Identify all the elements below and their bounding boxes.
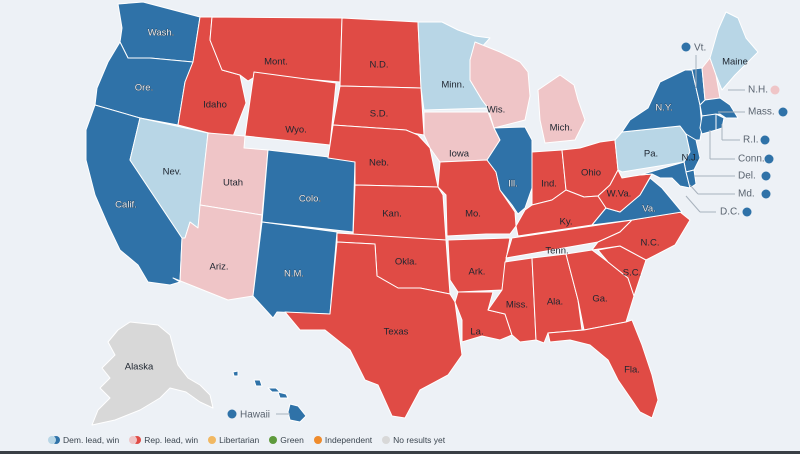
state-texas[interactable] [284, 241, 463, 419]
legend-item-independent[interactable]: Independent [313, 435, 373, 445]
legend-label: Rep. lead, win [144, 435, 199, 445]
callout-ma[interactable]: Mass. [748, 107, 788, 118]
state-washington[interactable] [117, 1, 201, 63]
state-colorado[interactable] [261, 149, 356, 233]
legend-item-dem[interactable]: Dem. lead, win [48, 435, 119, 445]
state-hawaii[interactable] [232, 370, 307, 423]
callout-lines [276, 55, 745, 415]
state-iowa[interactable] [423, 111, 501, 163]
state-delaware[interactable] [685, 169, 697, 189]
libertarian-swatch-icon [208, 436, 217, 444]
callout-hi[interactable]: Hawaii [227, 409, 271, 421]
legend-item-rep[interactable]: Rep. lead, win [129, 435, 198, 445]
callout-ri[interactable]: R.I. [743, 135, 770, 146]
svg-text:Mass.: Mass. [748, 107, 775, 118]
state-michigan[interactable] [537, 74, 586, 144]
svg-text:Conn.: Conn. [738, 154, 765, 165]
legend-label: Independent [324, 435, 373, 445]
state-maine[interactable] [709, 11, 759, 91]
callout-vt[interactable]: Vt. [681, 42, 707, 54]
independent-swatch-icon [313, 436, 322, 444]
state-illinois[interactable] [486, 126, 533, 215]
svg-text:Hawaii: Hawaii [240, 410, 270, 421]
bottom-edge [0, 451, 800, 454]
state-north-carolina[interactable] [591, 211, 691, 261]
legend-label: No results yet [393, 435, 446, 445]
state-kansas[interactable] [352, 184, 447, 241]
callout-nh[interactable]: N.H. [748, 85, 780, 96]
legend-item-libertarian[interactable]: Libertarian [208, 435, 259, 445]
legend-label: Dem. lead, win [63, 435, 120, 445]
legend-label: Green [280, 435, 304, 445]
dem-swatch-icon [48, 436, 60, 444]
legend-item-green[interactable]: Green [269, 435, 304, 445]
state-connecticut[interactable] [699, 113, 717, 135]
state-alaska[interactable] [91, 321, 214, 426]
state-utah[interactable] [199, 132, 269, 216]
svg-text:D.C.: D.C. [720, 207, 740, 218]
svg-text:Vt.: Vt. [694, 43, 706, 54]
state-new-hampshire[interactable] [701, 57, 721, 101]
state-arkansas[interactable] [447, 237, 511, 293]
legend-label: Libertarian [219, 435, 260, 445]
state-wisconsin[interactable] [469, 41, 531, 129]
state-new-mexico[interactable] [252, 221, 338, 319]
svg-text:R.I.: R.I. [743, 135, 759, 146]
state-florida[interactable] [547, 319, 659, 419]
callout-dc[interactable]: D.C. [720, 207, 752, 218]
state-wyoming[interactable] [244, 71, 337, 146]
no-results-swatch-icon [382, 436, 391, 444]
callout-de[interactable]: Del. [738, 171, 771, 182]
rep-swatch-icon [129, 436, 142, 444]
svg-text:Md.: Md. [738, 189, 755, 200]
state-maryland[interactable] [639, 161, 691, 189]
state-louisiana[interactable] [454, 291, 513, 343]
callout-md[interactable]: Md. [738, 189, 771, 200]
callout-ct[interactable]: Conn. [738, 154, 774, 165]
legend: Dem. lead, win Rep. lead, win Libertaria… [48, 432, 445, 448]
state-montana[interactable] [209, 16, 343, 83]
green-swatch-icon [269, 436, 278, 444]
legend-item-no-results[interactable]: No results yet [382, 435, 445, 445]
svg-text:N.H.: N.H. [748, 85, 768, 96]
svg-text:Del.: Del. [738, 171, 756, 182]
state-north-dakota[interactable] [339, 17, 422, 89]
